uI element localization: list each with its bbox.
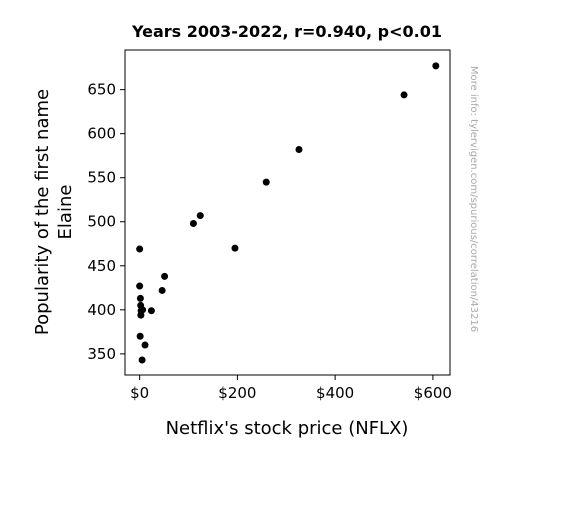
y-tick-label: 550 [87, 169, 116, 187]
data-point [136, 294, 144, 302]
data-point [139, 306, 147, 314]
data-point [295, 146, 303, 154]
plot-area-frame [124, 49, 451, 376]
data-point [158, 286, 166, 294]
data-point [147, 307, 155, 315]
x-tick-label: $600 [414, 384, 452, 402]
data-point [189, 220, 197, 228]
x-tick-label: $400 [316, 384, 354, 402]
data-point [137, 311, 145, 319]
data-point [138, 356, 146, 364]
y-axis-label-line-1: Popularity of the first name [32, 89, 53, 335]
x-axis-ticks: $0 $200 $400 $600 [130, 375, 452, 402]
y-axis-label-line-2: Elaine [55, 185, 76, 240]
data-point [136, 282, 144, 290]
data-point [432, 62, 440, 70]
y-axis-ticks: 350 400 450 500 550 600 650 [87, 81, 125, 363]
data-point [196, 212, 204, 220]
data-point [231, 244, 239, 252]
data-point [141, 341, 149, 349]
x-axis-label: Netflix's stock price (NFLX) [166, 418, 409, 439]
data-point [136, 332, 144, 340]
chart-title: Years 2003-2022, r=0.940, p<0.01 [131, 22, 442, 41]
data-point [400, 91, 408, 99]
y-tick-label: 350 [87, 345, 116, 363]
y-tick-label: 500 [87, 213, 116, 231]
y-tick-label: 650 [87, 81, 116, 99]
y-tick-label: 600 [87, 125, 116, 143]
x-tick-label: $0 [130, 384, 149, 402]
source-watermark: More info: tylervigen.com/spurious/corre… [468, 66, 479, 332]
x-tick-label: $200 [218, 384, 256, 402]
data-point [136, 245, 144, 253]
y-tick-label: 400 [87, 301, 116, 319]
data-points [136, 62, 440, 364]
y-tick-label: 450 [87, 257, 116, 275]
data-point [161, 272, 169, 280]
data-point [262, 178, 270, 186]
